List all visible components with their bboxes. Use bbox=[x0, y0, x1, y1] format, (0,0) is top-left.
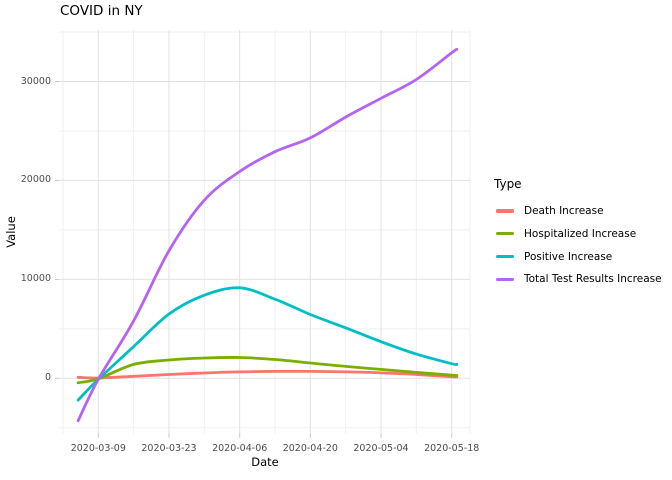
legend-item: Hospitalized Increase bbox=[496, 227, 636, 241]
legend-item: Positive Increase bbox=[496, 250, 612, 264]
series-line-death-increase bbox=[76, 369, 459, 380]
y-tick-label: 0 bbox=[44, 372, 51, 384]
x-tick-label: 2020-04-06 bbox=[212, 443, 268, 454]
y-axis-title: Value bbox=[4, 216, 18, 248]
series-line-total-test-results-increase bbox=[76, 47, 459, 423]
legend-item-label: Hospitalized Increase bbox=[524, 227, 637, 240]
legend-item: Total Test Results Increase bbox=[496, 272, 662, 286]
chart-title: COVID in NY bbox=[60, 3, 143, 19]
legend-item: Death Increase bbox=[496, 204, 604, 218]
x-tick-label: 2020-03-23 bbox=[141, 443, 197, 454]
legend-key-line-icon bbox=[496, 209, 514, 213]
y-tick-label: 20000 bbox=[20, 174, 51, 186]
x-tick-label: 2020-05-18 bbox=[424, 443, 480, 454]
series-line-hospitalized-increase bbox=[76, 356, 459, 385]
legend-item-label: Death Increase bbox=[524, 205, 604, 217]
y-tick-label: 10000 bbox=[20, 273, 51, 285]
legend-item-label: Total Test Results Increase bbox=[524, 273, 662, 286]
legend-key-line-icon bbox=[496, 255, 514, 259]
legend-key-line-icon bbox=[496, 232, 514, 236]
x-tick-label: 2020-05-04 bbox=[353, 443, 409, 454]
x-axis-title: Date bbox=[251, 455, 279, 469]
x-tick-label: 2020-04-20 bbox=[282, 443, 338, 454]
legend-title: Type bbox=[494, 177, 522, 191]
series-line-positive-increase bbox=[76, 286, 459, 402]
legend-key-line-icon bbox=[496, 277, 514, 281]
y-tick-label: 30000 bbox=[20, 75, 51, 87]
legend-item-label: Positive Increase bbox=[524, 250, 613, 263]
x-tick-label: 2020-03-09 bbox=[70, 443, 126, 454]
